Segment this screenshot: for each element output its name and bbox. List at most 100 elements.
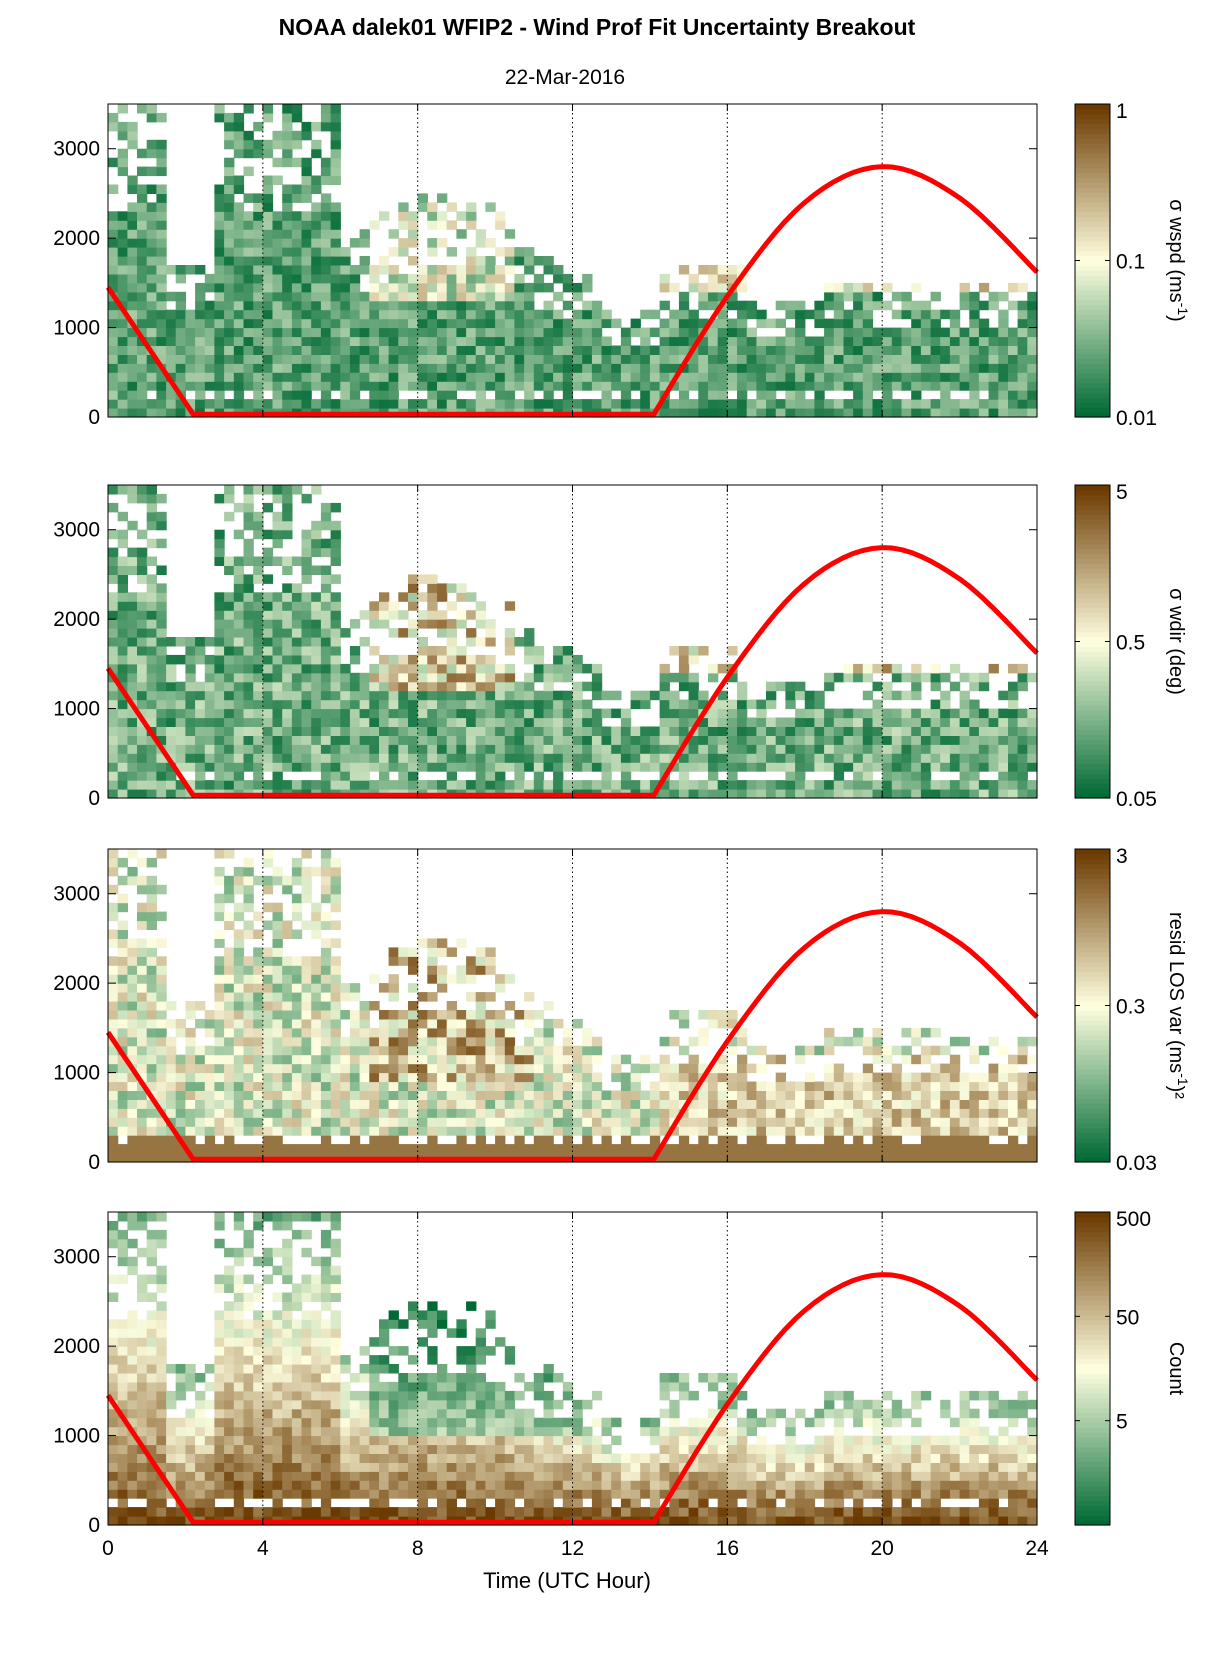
heatmap-cell <box>620 753 632 763</box>
heatmap-cell <box>437 1010 448 1020</box>
heatmap-cell <box>291 309 303 320</box>
heatmap-cell <box>630 1108 641 1118</box>
heatmap-cell <box>737 708 748 719</box>
heatmap-cell <box>727 399 738 409</box>
heatmap-cell <box>408 681 419 692</box>
heatmap-cell <box>466 1081 477 1091</box>
heatmap-cell <box>175 381 186 391</box>
colorbar-step <box>1075 397 1110 403</box>
heatmap-cell <box>504 291 516 302</box>
heatmap-cell <box>437 1099 448 1109</box>
heatmap-cell <box>214 628 225 638</box>
heatmap-cell <box>959 708 970 719</box>
heatmap-cell <box>388 610 399 620</box>
heatmap-cell <box>843 789 854 799</box>
heatmap-cell <box>620 780 632 790</box>
heatmap-cell <box>137 565 148 575</box>
heatmap-cell <box>311 538 322 549</box>
heatmap-cell <box>408 956 419 966</box>
heatmap-cell <box>379 372 390 382</box>
heatmap-cell <box>756 399 767 409</box>
heatmap-cell <box>446 1027 457 1038</box>
heatmap-cell <box>504 399 516 409</box>
heatmap-cell <box>553 265 564 275</box>
heatmap-cell <box>824 1135 835 1145</box>
heatmap-cell <box>514 309 525 320</box>
heatmap-cell <box>359 238 370 248</box>
heatmap-cell <box>504 974 516 984</box>
heatmap-cell <box>911 672 922 683</box>
heatmap-cell <box>853 336 864 346</box>
heatmap-cell <box>1008 381 1019 391</box>
heatmap-cell <box>901 753 912 763</box>
heatmap-cell <box>262 699 274 710</box>
heatmap-cell <box>533 646 545 656</box>
heatmap-cell <box>388 956 399 966</box>
heatmap-cell <box>466 256 477 266</box>
colorbar-step <box>1075 343 1110 350</box>
heatmap-cell <box>146 556 157 566</box>
heatmap-cell <box>601 726 612 736</box>
heatmap-cell <box>446 681 457 692</box>
heatmap-cell <box>708 354 719 364</box>
heatmap-cell <box>717 1135 728 1145</box>
heatmap-cell <box>920 672 932 683</box>
heatmap-cell <box>108 408 119 418</box>
heatmap-cell <box>282 610 293 620</box>
heatmap-cell <box>320 1001 332 1011</box>
heatmap-cell <box>843 1144 854 1154</box>
heatmap-cell <box>524 1090 535 1100</box>
heatmap-cell <box>891 1144 903 1154</box>
heatmap-cell <box>930 681 941 692</box>
heatmap-cell <box>727 753 738 763</box>
heatmap-cell <box>175 1144 186 1154</box>
heatmap-cell <box>320 1126 332 1136</box>
heatmap-cell <box>708 265 719 275</box>
heatmap-cell <box>669 735 680 745</box>
heatmap-cell <box>108 717 119 727</box>
heatmap-cell <box>940 390 951 400</box>
heatmap-cell <box>359 1072 370 1083</box>
heatmap-cell <box>785 336 796 346</box>
heatmap-cell <box>862 1036 874 1047</box>
heatmap-cell <box>708 1099 719 1109</box>
heatmap-cell <box>253 1108 264 1118</box>
heatmap-cell <box>833 300 845 311</box>
heatmap-cell <box>272 974 283 984</box>
heatmap-cell <box>156 399 167 409</box>
heatmap-cell <box>495 291 506 302</box>
heatmap-cell <box>224 592 235 602</box>
heatmap-cell <box>417 327 428 338</box>
heatmap-cell <box>553 663 564 674</box>
heatmap-cell <box>349 699 361 710</box>
heatmap-cell <box>572 372 583 382</box>
heatmap-cell <box>446 1099 457 1109</box>
heatmap-cell <box>359 381 370 391</box>
heatmap-cell <box>485 345 496 355</box>
heatmap-cell <box>127 175 138 185</box>
heatmap-cell <box>872 327 883 338</box>
heatmap-cell <box>427 282 438 293</box>
heatmap-cell <box>669 354 680 364</box>
heatmap-cell <box>930 318 941 329</box>
heatmap-cell <box>795 1144 806 1154</box>
heatmap-cell <box>1017 762 1028 772</box>
heatmap-cell <box>156 1072 167 1083</box>
heatmap-cell <box>156 884 167 895</box>
heatmap-cell <box>437 1090 448 1100</box>
heatmap-cell <box>291 1063 303 1074</box>
heatmap-cell <box>340 780 351 790</box>
heatmap-cell <box>843 282 854 293</box>
heatmap-cell <box>998 762 1009 772</box>
heatmap-cell <box>591 762 603 772</box>
heatmap-cell <box>766 318 777 329</box>
heatmap-cell <box>262 529 274 540</box>
colorbar-step <box>1075 573 1110 579</box>
heatmap-cell <box>214 229 225 239</box>
heatmap-cell <box>456 1126 467 1136</box>
heatmap-cell <box>320 893 332 904</box>
heatmap-cell <box>340 265 351 275</box>
heatmap-cell <box>727 1036 738 1047</box>
heatmap-cell <box>108 610 119 620</box>
